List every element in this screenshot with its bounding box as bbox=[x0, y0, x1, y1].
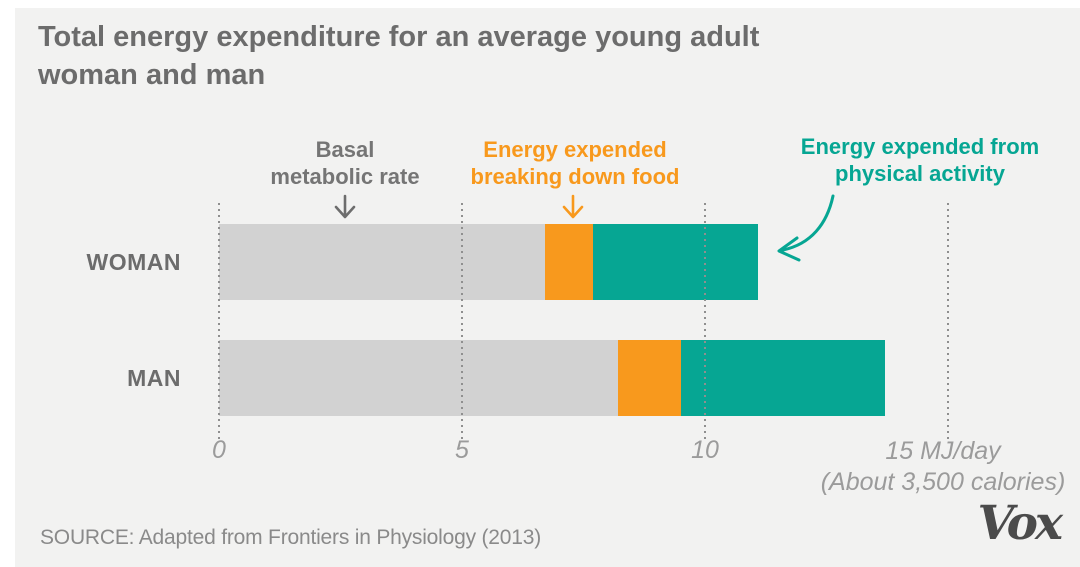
bar-row-man bbox=[219, 340, 885, 416]
bar-segment-activity bbox=[680, 340, 885, 416]
gridline-0 bbox=[218, 203, 220, 440]
legend-food-line2: breaking down food bbox=[470, 164, 680, 189]
legend-label-activity: Energy expended from physical activity bbox=[765, 133, 1075, 187]
gridline-10 bbox=[704, 203, 706, 440]
axis-unit-label: 15 MJ/day bbox=[885, 437, 1001, 465]
chart-title-line2: woman and man bbox=[38, 59, 266, 91]
legend-food-line1: Energy expended bbox=[483, 137, 667, 162]
axis-tick-0: 0 bbox=[212, 436, 226, 464]
gridline-5 bbox=[461, 203, 463, 440]
axis-tick-5: 5 bbox=[455, 436, 469, 464]
legend-bmr-line1: Basal bbox=[315, 137, 375, 162]
legend-label-bmr: Basal metabolic rate bbox=[225, 136, 465, 190]
chart-title: Total energy expenditure for an average … bbox=[38, 18, 759, 94]
chart-card: Total energy expenditure for an average … bbox=[15, 8, 1080, 567]
bar-segment-bmr bbox=[219, 340, 618, 416]
chart-title-line1: Total energy expenditure for an average … bbox=[38, 21, 760, 53]
row-label-woman: WOMAN bbox=[86, 248, 181, 275]
vox-logo: Vox bbox=[977, 496, 1063, 551]
axis-unit-block: 15 MJ/day (About 3,500 calories) bbox=[803, 436, 1080, 498]
legend-activity-line1: Energy expended from bbox=[800, 134, 1040, 159]
axis-tick-10: 10 bbox=[691, 436, 719, 464]
bar-segment-food bbox=[617, 340, 681, 416]
source-text: SOURCE: Adapted from Frontiers in Physio… bbox=[40, 526, 542, 549]
bar-segment-food bbox=[544, 224, 594, 300]
arrow-down-icon bbox=[562, 194, 584, 219]
bar-segment-bmr bbox=[219, 224, 545, 300]
legend-bmr-line2: metabolic rate bbox=[270, 164, 420, 189]
curved-arrow-left-icon bbox=[777, 194, 835, 262]
bar-row-woman bbox=[219, 224, 759, 300]
legend-label-food: Energy expended breaking down food bbox=[440, 136, 710, 190]
arrow-down-icon bbox=[334, 194, 356, 219]
gridline-15 bbox=[947, 203, 949, 440]
legend-activity-line2: physical activity bbox=[835, 161, 1005, 186]
axis-note: (About 3,500 calories) bbox=[820, 468, 1066, 496]
row-label-man: MAN bbox=[127, 364, 181, 391]
bar-segment-activity bbox=[593, 224, 759, 300]
